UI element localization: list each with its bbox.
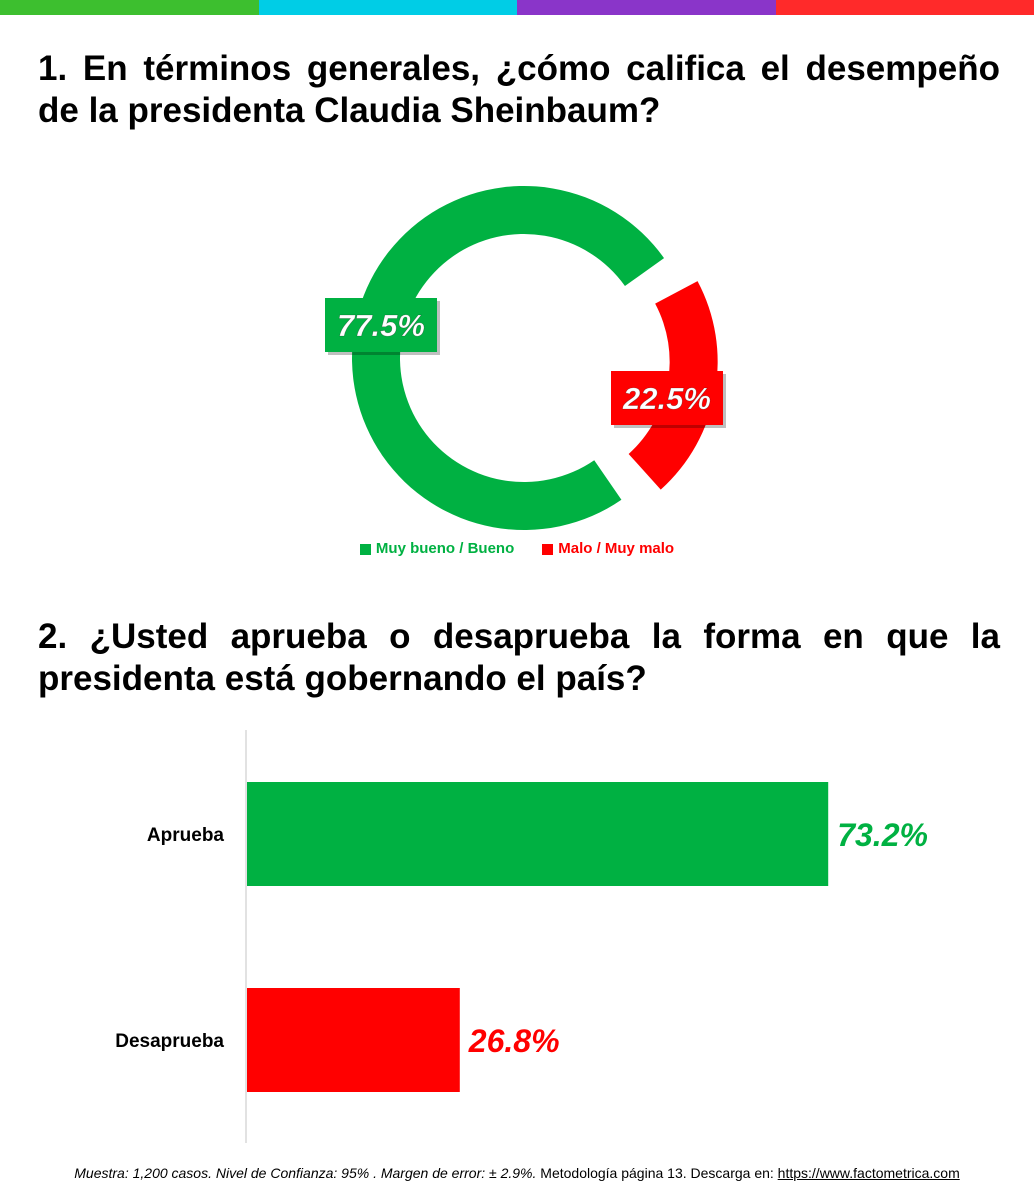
legend-label-muy-bueno-bueno: Muy bueno / Bueno — [375, 540, 515, 557]
stripe-red-segment — [775, 0, 1034, 15]
bar-value-label-desaprueba: 26.8% — [468, 1023, 560, 1059]
legend-item-muy-bueno-bueno: Muy bueno / Bueno — [359, 538, 515, 560]
donut-value-label-box — [325, 298, 437, 352]
stripe-green-segment — [0, 0, 259, 15]
donut-value-label-malo-muy-malo: 22.5% — [611, 371, 726, 428]
legend-item-malo-muy-malo: Malo / Muy malo — [542, 538, 674, 560]
donut-value-label-text: 77.5% — [337, 308, 425, 343]
donut-value-label-muy-bueno-bueno: 77.5% — [325, 298, 440, 355]
footer-methodology-text: Metodología página 13. Descarga en: — [536, 1165, 778, 1181]
footer-note: Muestra: 1,200 casos. Nivel de Confianza… — [0, 1163, 1034, 1183]
bar-category-label-desaprueba: Desaprueba — [115, 1031, 224, 1052]
bar-aprueba — [247, 782, 829, 886]
footer-sample-text: Muestra: 1,200 casos. Nivel de Confianza… — [74, 1165, 537, 1181]
bar-desaprueba — [247, 988, 460, 1092]
donut-chart: 77.5% 22.5% — [325, 186, 726, 530]
legend-swatch-green — [359, 543, 371, 555]
top-color-stripe — [0, 0, 1034, 15]
question-2-title: 2. ¿Usted aprueba o desaprueba la forma … — [38, 617, 1000, 698]
stripe-purple-segment — [517, 0, 776, 15]
bar-value-label-aprueba: 73.2% — [837, 817, 928, 853]
legend-label-malo-muy-malo: Malo / Muy malo — [558, 540, 675, 557]
donut-slice-muy-bueno-bueno — [352, 186, 665, 530]
footer-link[interactable]: https://www.factometrica.com — [777, 1165, 960, 1181]
bar-category-label-aprueba: Aprueba — [147, 825, 225, 846]
donut-value-label-box — [611, 371, 723, 425]
question-1-title: 1. En términos generales, ¿cómo califica… — [38, 49, 1000, 130]
legend-swatch-red — [542, 543, 554, 555]
donut-legend: Muy bueno / Bueno Malo / Muy malo — [0, 538, 1034, 560]
bar-chart: Aprueba 73.2% Desaprueba 26.8% — [115, 730, 928, 1143]
donut-value-label-text: 22.5% — [622, 381, 711, 416]
stripe-cyan-segment — [258, 0, 517, 15]
